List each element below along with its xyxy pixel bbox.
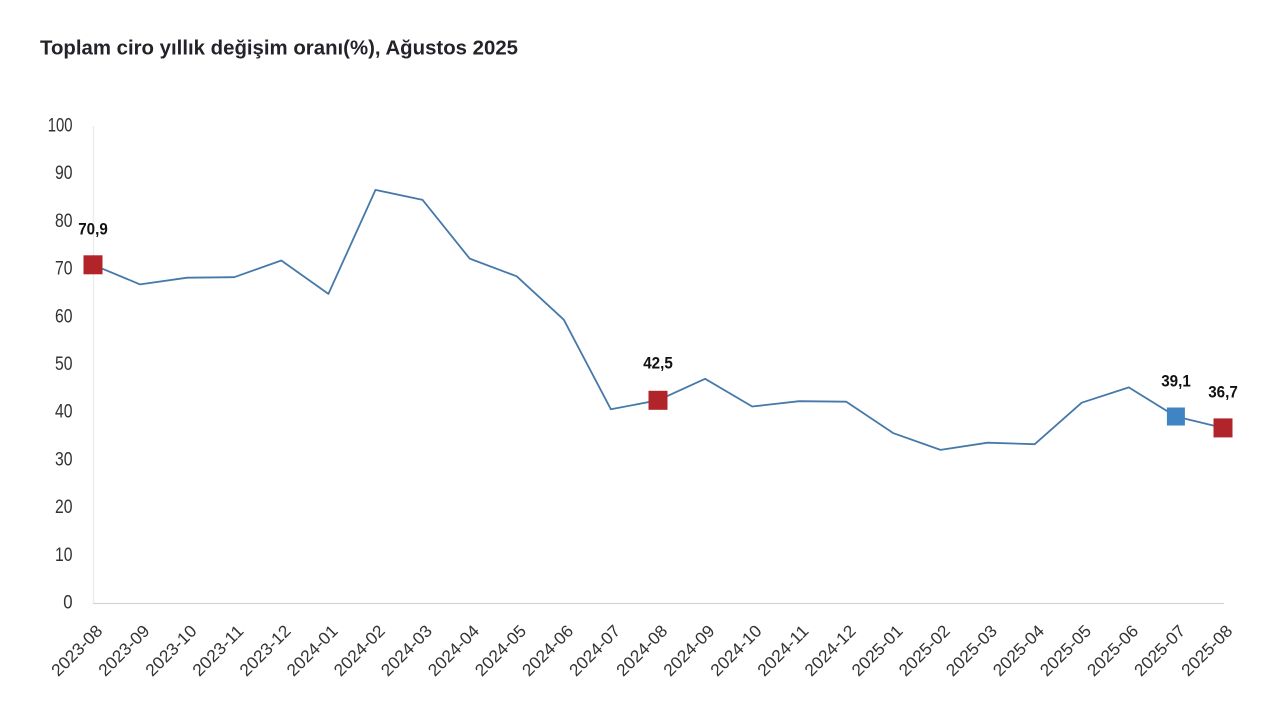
svg-text:90: 90 [55, 163, 73, 184]
svg-text:36,7: 36,7 [1208, 383, 1238, 402]
svg-text:39,1: 39,1 [1161, 372, 1191, 391]
svg-text:60: 60 [55, 306, 73, 327]
svg-text:80: 80 [55, 211, 73, 232]
svg-text:Toplam ciro yıllık değişim ora: Toplam ciro yıllık değişim oranı(%), Ağu… [40, 38, 518, 60]
svg-text:30: 30 [55, 449, 73, 470]
svg-text:20: 20 [55, 497, 73, 518]
svg-text:50: 50 [55, 354, 73, 375]
svg-text:100: 100 [48, 116, 73, 137]
svg-text:70: 70 [55, 259, 73, 280]
svg-text:10: 10 [55, 545, 73, 566]
svg-text:40: 40 [55, 402, 73, 423]
svg-text:0: 0 [63, 593, 72, 614]
svg-text:70,9: 70,9 [78, 220, 108, 239]
svg-text:42,5: 42,5 [643, 354, 673, 373]
